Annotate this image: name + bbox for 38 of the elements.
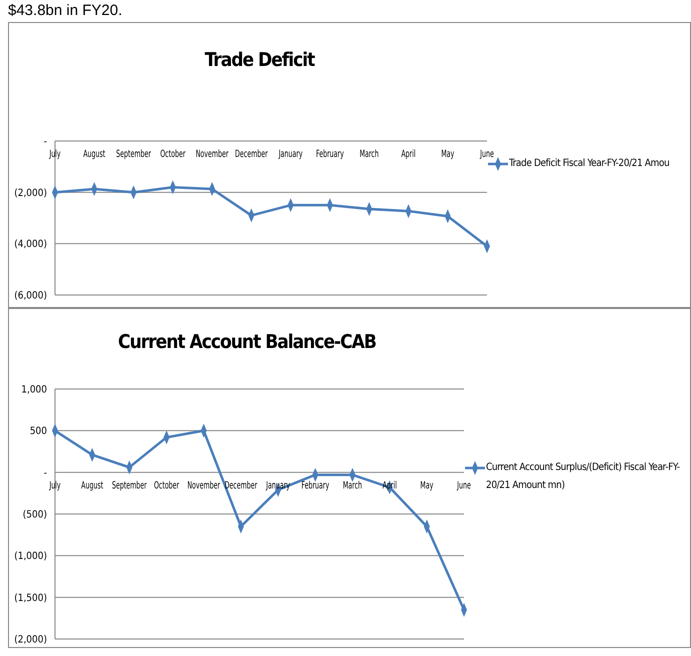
x-tick-label: June [456, 480, 472, 492]
x-tick-label: September [116, 148, 152, 160]
x-tick-label: January [278, 148, 303, 160]
y-tick-label: - [44, 468, 47, 479]
y-tick-label: (1,000) [14, 551, 47, 562]
y-tick-label: - [44, 136, 47, 148]
x-tick-label: February [316, 148, 344, 160]
chart-title: Trade Deficit [204, 49, 316, 71]
x-tick-label: November [187, 480, 221, 492]
x-tick-label: May [441, 148, 455, 160]
x-tick-label: November [196, 148, 230, 160]
legend-label: Current Account Surplus/(Deficit) Fiscal Year-FY-20/21 Amount mn) [486, 461, 681, 493]
y-tick-label: (2,000) [14, 188, 47, 199]
y-tick-label: (6,000) [14, 290, 47, 302]
y-tick-label: (500) [22, 510, 47, 521]
x-tick-label: September [112, 480, 148, 492]
x-tick-label: July [48, 480, 61, 492]
x-tick-label: April [382, 480, 397, 492]
x-tick-label: December [235, 148, 268, 160]
y-tick-label: (1,500) [14, 592, 47, 604]
x-tick-label: March [342, 480, 362, 492]
y-tick-label: 1,000 [21, 384, 48, 396]
x-tick-label: June [479, 148, 494, 160]
x-tick-label: March [360, 148, 379, 160]
y-tick-label: (2,000) [14, 634, 47, 646]
x-tick-label: October [154, 480, 180, 492]
x-tick-label: October [160, 148, 186, 160]
x-tick-label: July [48, 148, 61, 160]
chart-title: Current Account Balance-CAB [117, 331, 377, 353]
x-tick-label: May [420, 480, 434, 492]
x-tick-label: August [83, 148, 106, 160]
text: $43.8bn in FY20. [8, 2, 124, 20]
y-tick-label: 500 [30, 426, 48, 438]
x-tick-label: August [81, 480, 104, 492]
legend-label: Trade Deficit Fiscal Year-FY-20/21 Amou [509, 157, 670, 171]
x-tick-label: April [401, 148, 416, 160]
y-tick-label: (4,000) [14, 239, 47, 250]
x-tick-label: February [301, 480, 330, 492]
